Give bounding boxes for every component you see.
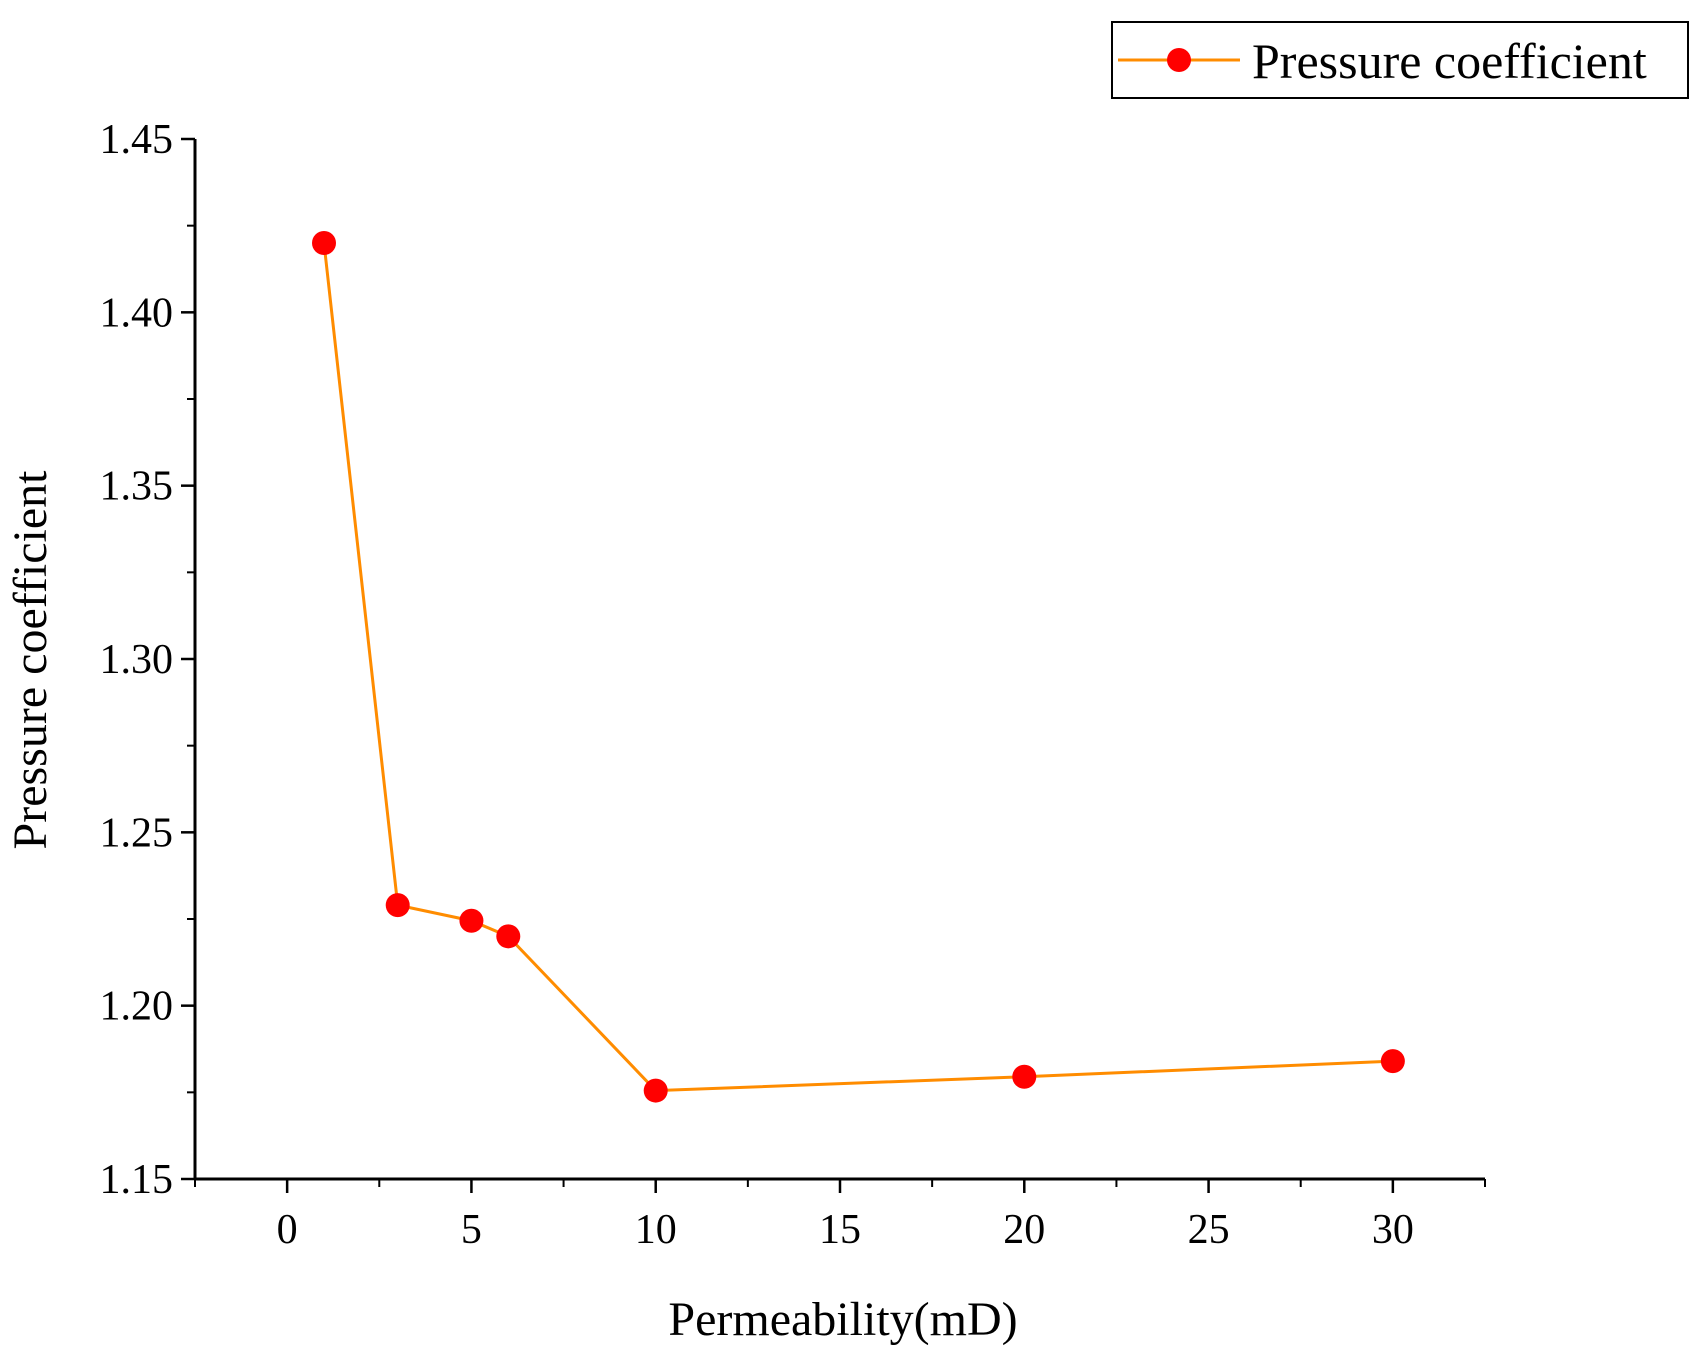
x-tick-label: 25 xyxy=(1188,1207,1230,1253)
x-tick-label: 5 xyxy=(461,1207,482,1253)
y-tick-label: 1.20 xyxy=(100,984,174,1030)
x-tick-label: 30 xyxy=(1372,1207,1414,1253)
x-tick-label: 0 xyxy=(277,1207,298,1253)
x-tick-label: 10 xyxy=(635,1207,677,1253)
y-axis-title: Pressure coefficient xyxy=(4,470,57,850)
series-line xyxy=(322,242,1393,1093)
x-tick-label: 15 xyxy=(819,1207,861,1253)
data-series xyxy=(312,231,1405,1103)
axes xyxy=(193,139,1485,1181)
data-point xyxy=(1012,1064,1037,1089)
x-axis-title: Permeability(mD) xyxy=(668,1293,1017,1346)
data-point xyxy=(496,924,521,949)
y-tick-label: 1.15 xyxy=(100,1157,174,1203)
data-point xyxy=(643,1078,668,1103)
data-point xyxy=(385,893,410,918)
data-point xyxy=(312,231,336,255)
legend-marker-sample xyxy=(1167,48,1191,72)
y-tick-label: 1.35 xyxy=(100,464,174,510)
y-tick-label: 1.30 xyxy=(100,637,174,683)
y-tick-label: 1.25 xyxy=(100,810,174,856)
data-point xyxy=(1380,1049,1405,1074)
legend: Pressure coefficient xyxy=(1111,21,1689,99)
legend-label: Pressure coefficient xyxy=(1252,33,1647,89)
y-tick-label: 1.40 xyxy=(100,290,174,336)
y-tick-label: 1.45 xyxy=(100,117,174,163)
x-tick-label: 20 xyxy=(1003,1207,1045,1253)
data-point xyxy=(459,908,484,933)
ticks: 0 5 10 15 20 25 30 1.15 1.20 1.25 1.30 1.35 1.40 1.45 xyxy=(100,117,1486,1253)
